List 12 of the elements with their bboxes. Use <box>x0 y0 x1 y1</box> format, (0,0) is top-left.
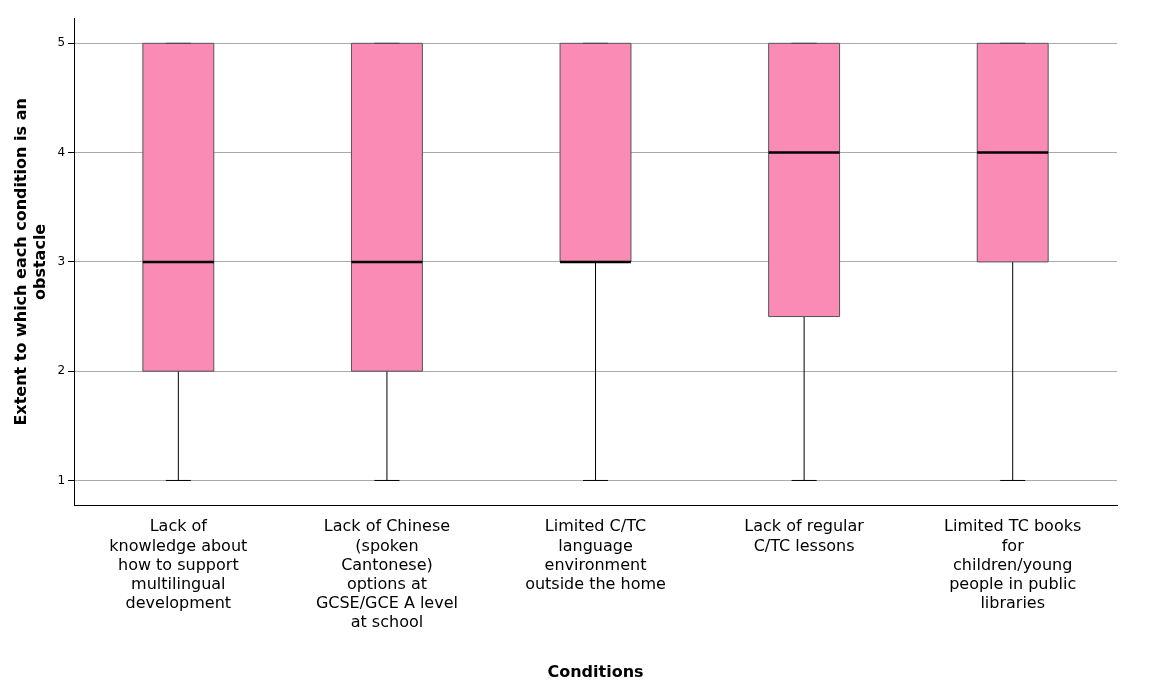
x-tick-label: Limited TC books for children/young people in public libraries <box>944 516 1082 613</box>
x-tick-label: Lack of knowledge about how to support multilingual development <box>109 516 248 613</box>
y-tick-label: 4 <box>57 144 66 159</box>
y-tick-label: 3 <box>57 254 66 269</box>
y-tick-label: 2 <box>57 363 66 378</box>
x-tick-label: Limited C/TC language environment outside the home <box>525 516 666 593</box>
y-axis-title: Extent to which each condition is an obstacle <box>10 98 49 426</box>
x-axis-title: Conditions <box>547 661 644 681</box>
x-tick-label: Lack of Chinese (spoken Cantonese) options at GCSE/GCE A level at school <box>315 516 458 632</box>
y-tick-label: 1 <box>57 472 66 487</box>
y-tick-label: 5 <box>57 35 66 50</box>
x-tick-label: Lack of regular C/TC lessons <box>744 516 865 555</box>
